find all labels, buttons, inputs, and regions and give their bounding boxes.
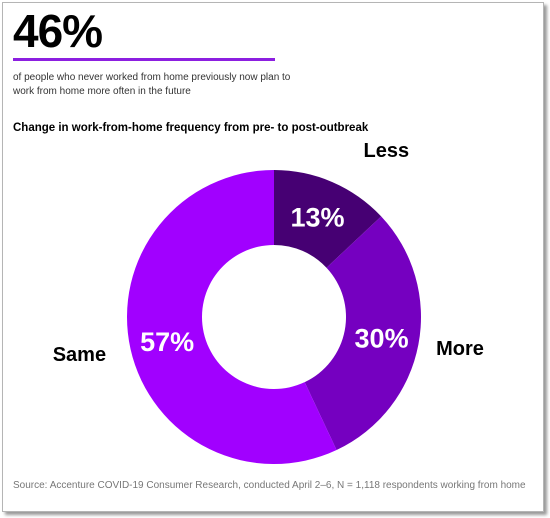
slice-value-less: 13% (290, 203, 344, 233)
slice-value-more: 30% (355, 324, 409, 354)
slice-label-less: Less (363, 140, 409, 162)
donut-chart: 13% Less 30% More 57% Same (53, 140, 484, 464)
slice-label-more: More (436, 338, 484, 360)
headline-stat: 46% (13, 5, 103, 57)
chart-title: Change in work-from-home frequency from … (13, 122, 369, 134)
donut-slice-same (126, 170, 337, 464)
slice-value-same: 57% (140, 327, 194, 357)
accent-rule (13, 58, 275, 61)
headline-description: of people who never worked from home pre… (13, 72, 291, 97)
infographic-card: 46% of people who never worked from home… (2, 2, 544, 512)
donut-slice-less (274, 170, 382, 268)
donut-slice-more (304, 216, 421, 451)
source-note: Source: Accenture COVID-19 Consumer Rese… (13, 480, 526, 491)
slice-label-same: Same (53, 344, 106, 366)
